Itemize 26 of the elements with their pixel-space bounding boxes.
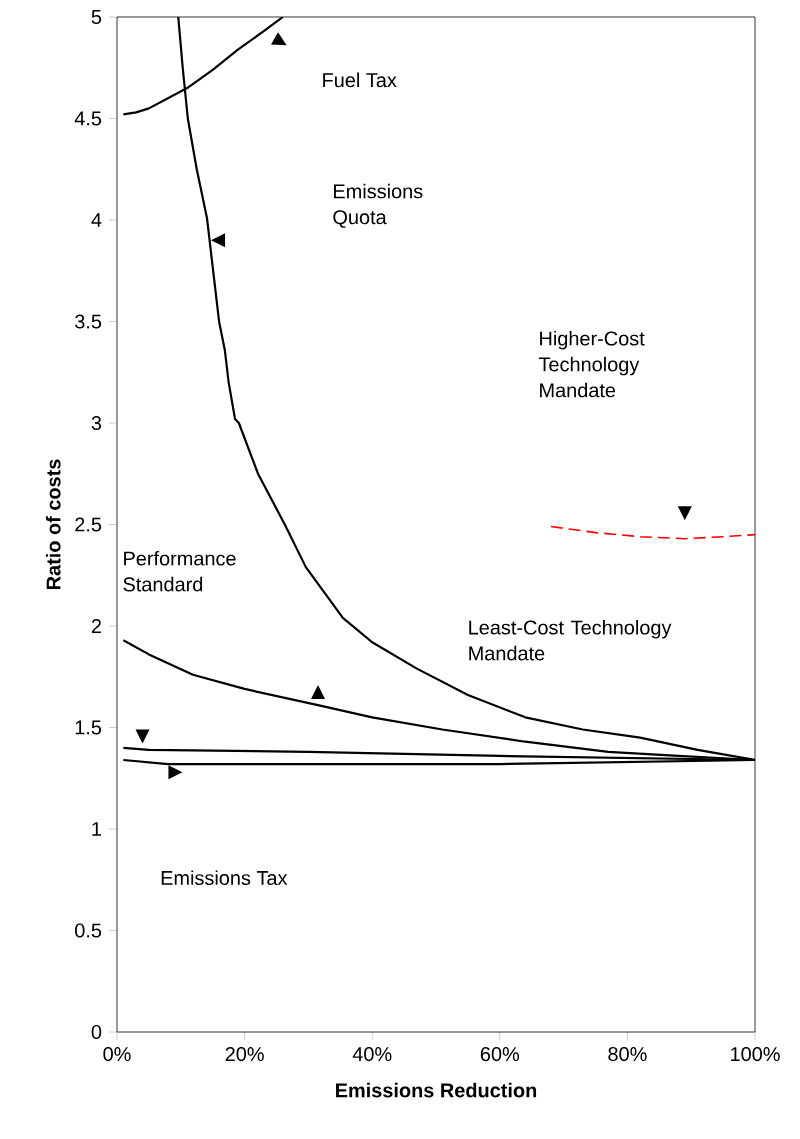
y-tick-label: 2: [91, 619, 101, 633]
y-tick-label: 0.5: [75, 923, 102, 938]
y-tick-label: 4.5: [74, 111, 102, 126]
x-tick-label: 0%: [103, 1047, 131, 1062]
annotation: Fuel Tax: [323, 72, 397, 88]
x-tick-label: 40%: [352, 1047, 392, 1062]
x-tick-label: 100%: [731, 1047, 780, 1062]
annotation: Emissions Quota: [333, 183, 423, 228]
y-tick-label: 1.5: [75, 720, 102, 735]
x-axis-title: Emissions Reduction: [336, 1082, 537, 1098]
y-tick-label: 2.5: [75, 517, 102, 532]
annotation: Least-Cost Technology Mandate: [469, 619, 672, 661]
x-tick-label: 80%: [608, 1047, 647, 1062]
y-tick-label: 0: [91, 1024, 102, 1040]
annotation: Emissions Tax: [161, 870, 288, 886]
x-tick-label: 60%: [480, 1047, 520, 1062]
line-series: [550, 525, 756, 540]
x-tick-label: 20%: [225, 1047, 264, 1062]
annotation: Performance Standard: [123, 550, 236, 592]
y-tick-label: 5: [91, 10, 102, 24]
y-tick-label: 3: [91, 415, 102, 431]
y-tick-label: 1: [92, 822, 101, 836]
y-tick-label: 4: [91, 213, 102, 227]
y-axis-title: Ratio of costs: [45, 459, 61, 590]
y-tick-label: 3.5: [75, 314, 102, 329]
annotation: Higher-Cost Technology Mandate: [538, 330, 645, 398]
